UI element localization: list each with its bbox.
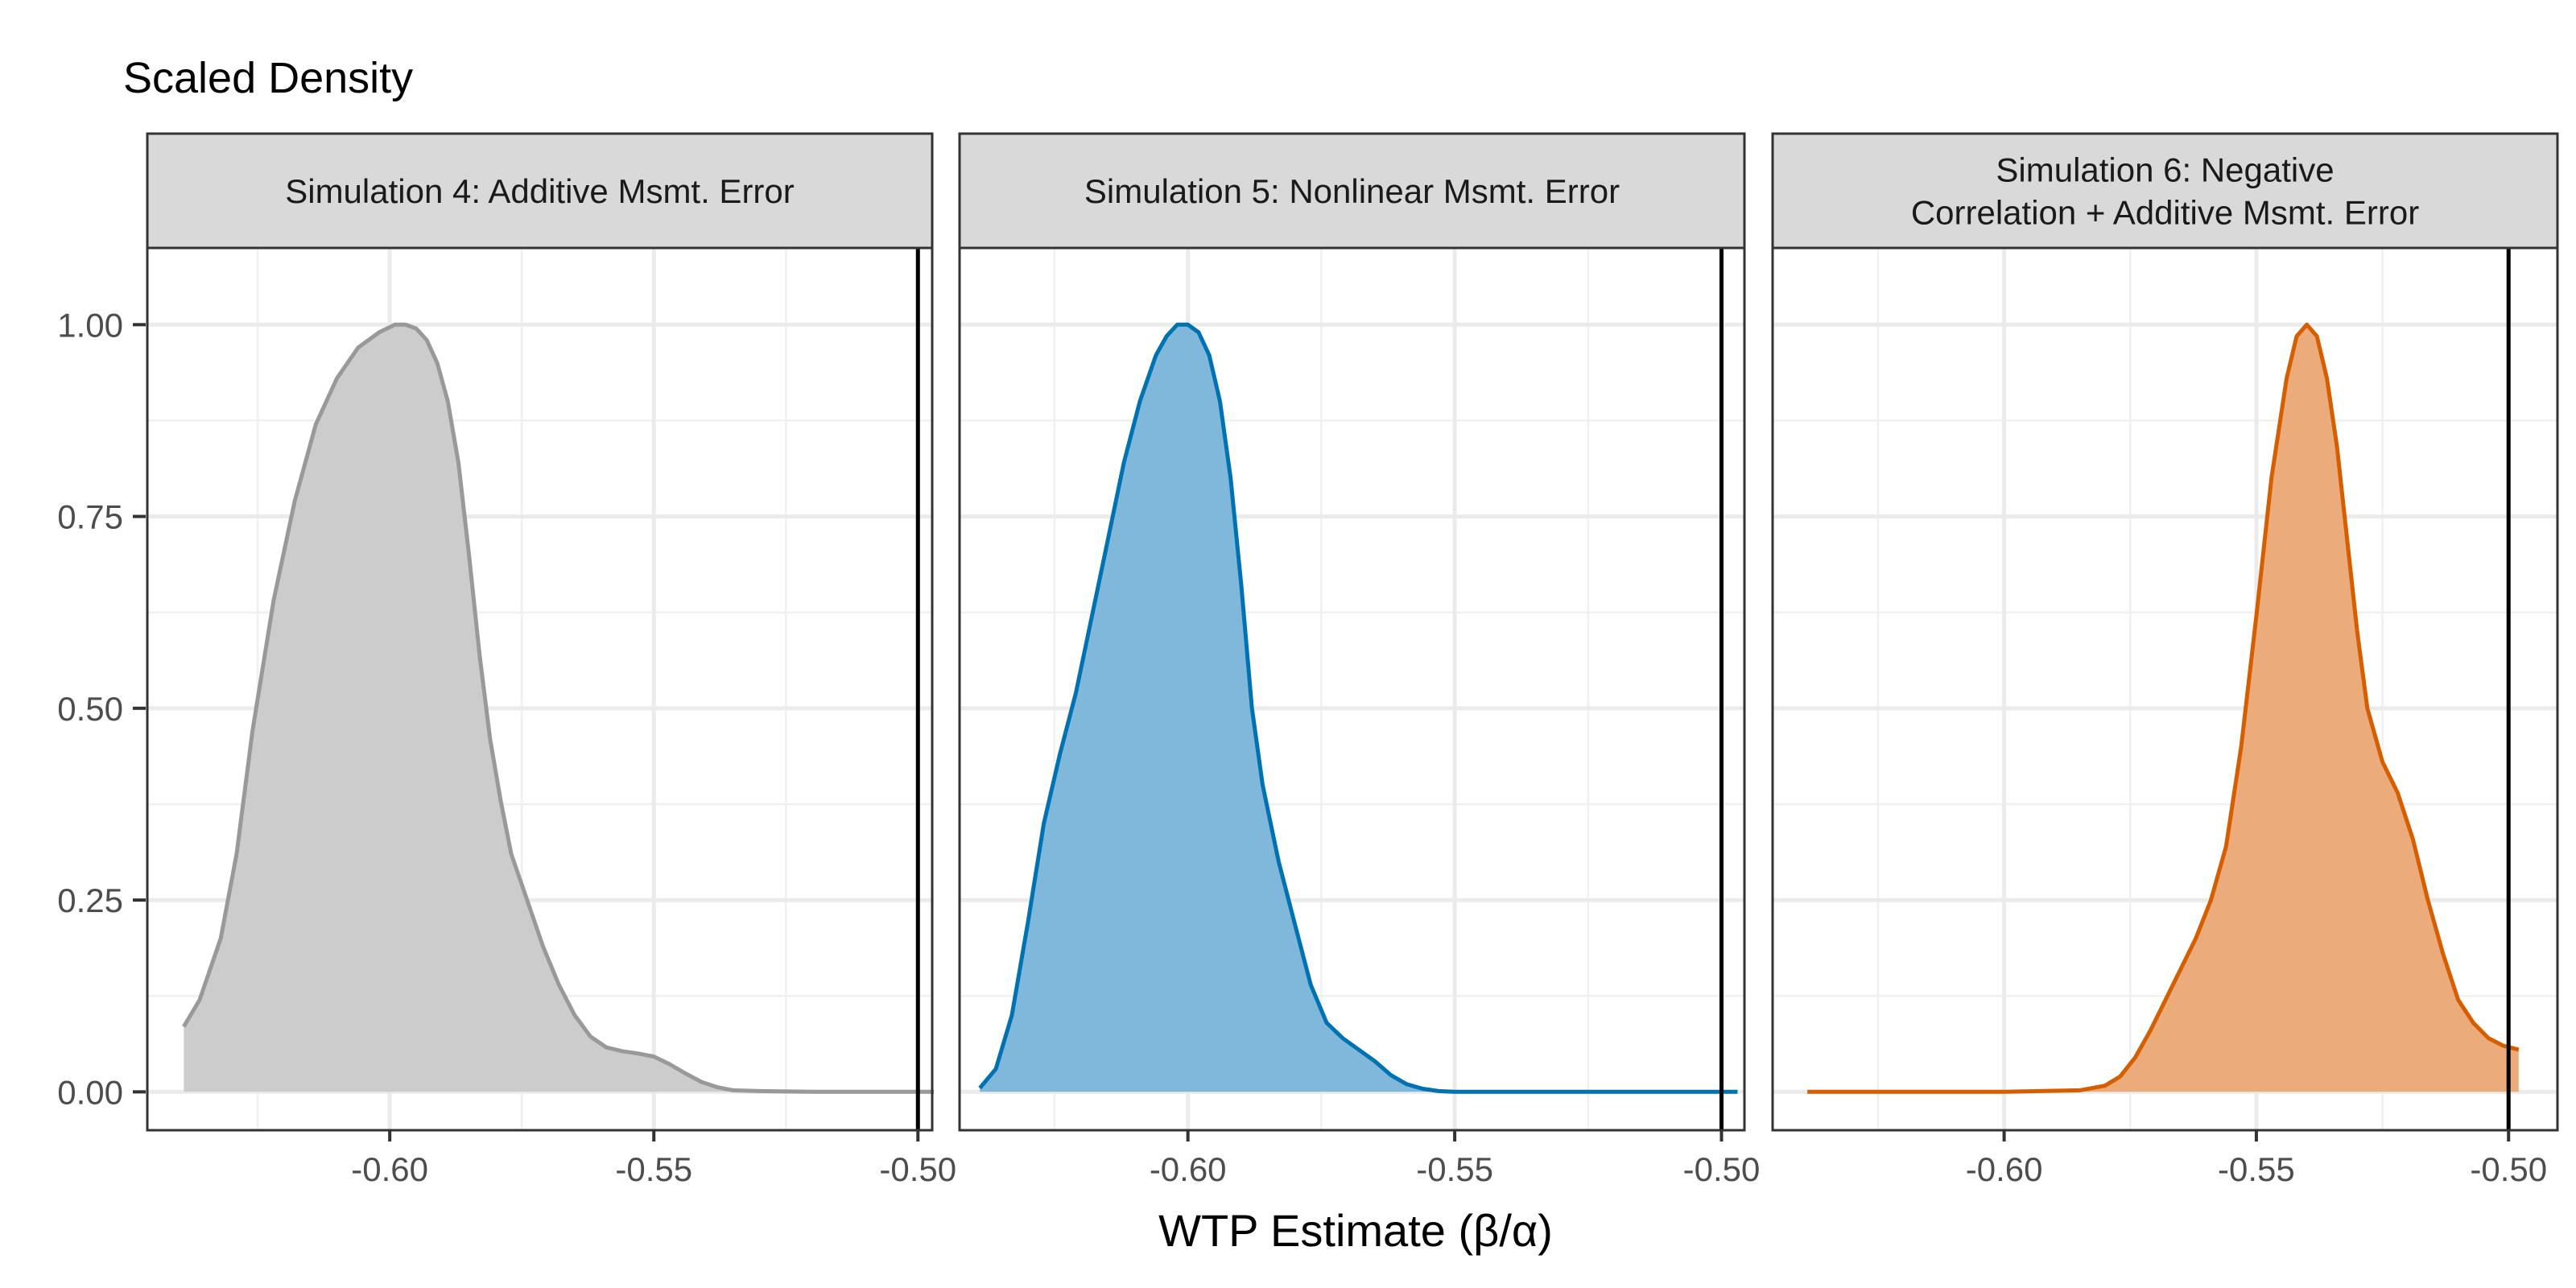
y-axis: 0.00 0.25 0.50 0.75 1.00 bbox=[57, 306, 146, 1111]
x-axis-title: WTP Estimate (β/α) bbox=[1158, 1205, 1553, 1256]
density-line bbox=[978, 322, 1738, 1094]
y-tick-label: 0.25 bbox=[57, 881, 123, 919]
y-axis-title: Scaled Density bbox=[123, 54, 413, 102]
x-tick-label: -0.55 bbox=[615, 1150, 692, 1188]
facet-panel: Simulation 4: Additive Msmt. Error -0.60 -… bbox=[146, 132, 956, 1188]
strip-title-line: Simulation 5: Nonlinear Msmt. Error bbox=[1084, 172, 1620, 210]
strip-title: Simulation 5: Nonlinear Msmt. Error bbox=[1084, 172, 1620, 210]
strip-background bbox=[146, 132, 934, 250]
density-area bbox=[980, 324, 1738, 1092]
strip-title-line: Correlation + Additive Msmt. Error bbox=[1911, 194, 2419, 232]
strip-title: Simulation 4: Additive Msmt. Error bbox=[285, 172, 795, 210]
x-tick-label: -0.50 bbox=[2470, 1150, 2547, 1188]
density-area bbox=[1807, 324, 2519, 1092]
y-tick-label: 0.50 bbox=[57, 690, 123, 728]
facet-panel: Simulation 6: Negative Correlation + Addi… bbox=[1771, 132, 2559, 1188]
density-line bbox=[182, 322, 934, 1094]
strip-background bbox=[1771, 132, 2559, 250]
y-tick-label: 0.75 bbox=[57, 498, 123, 536]
x-tick-label: -0.60 bbox=[351, 1150, 428, 1188]
density-line bbox=[1807, 322, 2520, 1094]
y-tick-label: 0.00 bbox=[57, 1073, 123, 1111]
strip-title-line: Simulation 4: Additive Msmt. Error bbox=[285, 172, 795, 210]
x-tick-label: -0.55 bbox=[1416, 1150, 1493, 1188]
facet-panel: Simulation 5: Nonlinear Msmt. Error -0.60… bbox=[958, 132, 1761, 1188]
strip-title: Simulation 6: Negative Correlation + Addi… bbox=[1911, 151, 2419, 232]
facet-panels: Simulation 4: Additive Msmt. Error -0.60 -… bbox=[146, 132, 2559, 1188]
x-tick-label: -0.55 bbox=[2218, 1150, 2295, 1188]
strip-background bbox=[958, 132, 1746, 250]
x-tick-label: -0.60 bbox=[1966, 1150, 2043, 1188]
x-tick-label: -0.50 bbox=[1683, 1150, 1761, 1188]
density-area bbox=[184, 324, 935, 1092]
strip-title-line: Simulation 6: Negative bbox=[1996, 151, 2334, 189]
y-tick-label: 1.00 bbox=[57, 306, 123, 344]
x-tick-label: -0.50 bbox=[879, 1150, 956, 1188]
x-tick-label: -0.60 bbox=[1150, 1150, 1227, 1188]
